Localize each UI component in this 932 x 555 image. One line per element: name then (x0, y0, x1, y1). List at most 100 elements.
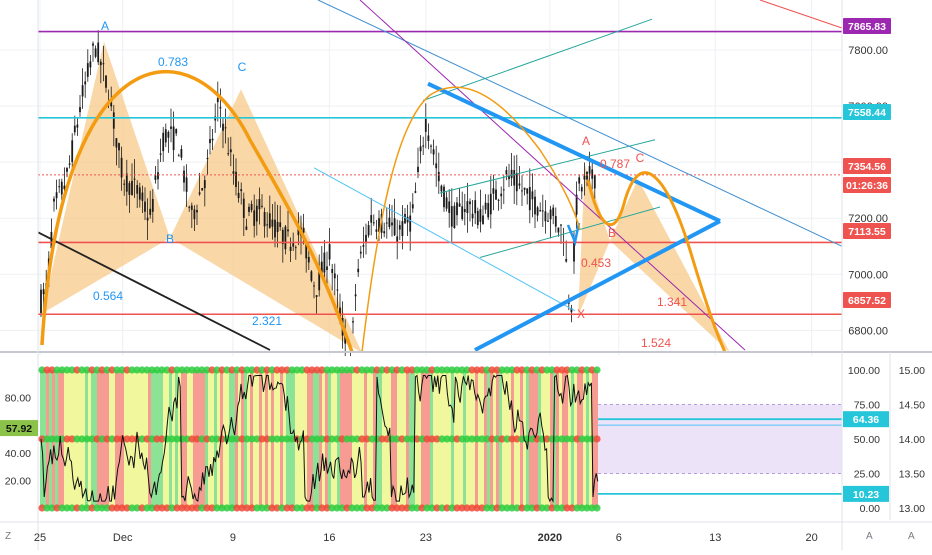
candle-body (289, 246, 292, 251)
price-badge (843, 18, 891, 34)
osc-dot (233, 504, 241, 512)
blue-trendline (317, 0, 843, 247)
candle-body (164, 129, 167, 143)
candle-body (326, 266, 328, 270)
osc-dot (118, 504, 126, 512)
osc-dot (218, 504, 226, 512)
left-corner-label[interactable]: Z (5, 531, 12, 542)
candle-body (211, 138, 214, 141)
osc-dot (463, 366, 471, 374)
osc-dot (578, 504, 586, 512)
osc-dot (98, 504, 106, 512)
osc-dot (138, 504, 146, 512)
osc-dot (108, 366, 116, 374)
osc-dot (443, 504, 451, 512)
osc-dot (253, 504, 261, 512)
osc-dot (478, 366, 486, 374)
candle-body (258, 199, 261, 210)
osc-dot (253, 366, 261, 374)
osc-dot (458, 504, 466, 512)
right-corner-label[interactable]: A (866, 531, 873, 542)
osc-dot (573, 504, 581, 512)
osc-dot (393, 435, 401, 443)
osc-dot (508, 366, 516, 374)
osc-dot (223, 366, 231, 374)
osc-dot (143, 435, 151, 443)
osc-dot (383, 435, 391, 443)
price-badge-label: 7354.56 (848, 161, 886, 173)
osc-dot (588, 504, 596, 512)
candle-body (427, 135, 430, 142)
osc-dot (248, 366, 256, 374)
candle-body (66, 168, 68, 172)
osc-dot (223, 504, 231, 512)
osc-dot (588, 366, 596, 374)
osc-dot (563, 504, 571, 512)
osc-dot (168, 366, 176, 374)
candle-body (336, 289, 339, 291)
candle-body (294, 247, 297, 249)
osc-dot (463, 435, 471, 443)
harmonic-label: B (608, 226, 616, 240)
osc-dot (428, 504, 436, 512)
osc-dot (543, 435, 551, 443)
osc-dot (518, 366, 526, 374)
osc-dot (328, 366, 336, 374)
osc-dot (398, 366, 406, 374)
candle-body (388, 217, 391, 228)
price-badge (843, 292, 891, 308)
harmonic-label: X (577, 307, 585, 321)
harmonic-label: 2.321 (252, 314, 282, 328)
osc-dot (373, 435, 381, 443)
candle-body (557, 227, 560, 233)
osc-dot (413, 366, 421, 374)
candle-body (450, 206, 453, 227)
candle-body (375, 229, 378, 232)
osc-dot (443, 435, 451, 443)
candle-body (526, 188, 529, 194)
osc-dot (333, 366, 341, 374)
osc-dot (488, 435, 496, 443)
osc-dot (48, 366, 56, 374)
osc-right-tick-a: 75.00 (854, 400, 880, 412)
osc-dot (68, 435, 76, 443)
osc-dot (338, 435, 346, 443)
osc-left-tick: 80.00 (5, 393, 31, 405)
big-arc-left (40, 69, 354, 353)
osc-dot (128, 366, 136, 374)
candle-body (398, 225, 401, 230)
candle-body (240, 189, 243, 192)
candle-body (482, 215, 484, 225)
osc-dot (263, 366, 271, 374)
osc-dot (193, 366, 201, 374)
candle-body (102, 63, 105, 65)
candle-body (404, 214, 406, 224)
osc-dot (418, 504, 426, 512)
purple-trendline (359, 0, 746, 351)
harmonic-label: A (101, 19, 109, 33)
osc-dot (188, 504, 196, 512)
osc-dot (348, 366, 356, 374)
osc-dot (378, 504, 386, 512)
osc-dot (538, 504, 546, 512)
osc-dot (393, 366, 401, 374)
candle-body (302, 227, 305, 233)
osc-dot (343, 366, 351, 374)
candle-body (422, 145, 425, 147)
candle-body (463, 209, 466, 213)
osc-dot (108, 504, 116, 512)
right-scale-a-label[interactable]: A (908, 531, 915, 542)
candle-body (157, 172, 159, 180)
osc-dot (548, 504, 556, 512)
candle-body (232, 171, 235, 174)
osc-dot (353, 504, 361, 512)
osc-dot (243, 435, 251, 443)
candle-body (279, 222, 282, 227)
osc-level-badge-label: 64.36 (853, 414, 879, 426)
osc-dot (493, 366, 501, 374)
osc-dot (323, 366, 331, 374)
candle-body (502, 189, 505, 191)
osc-dot (243, 504, 251, 512)
